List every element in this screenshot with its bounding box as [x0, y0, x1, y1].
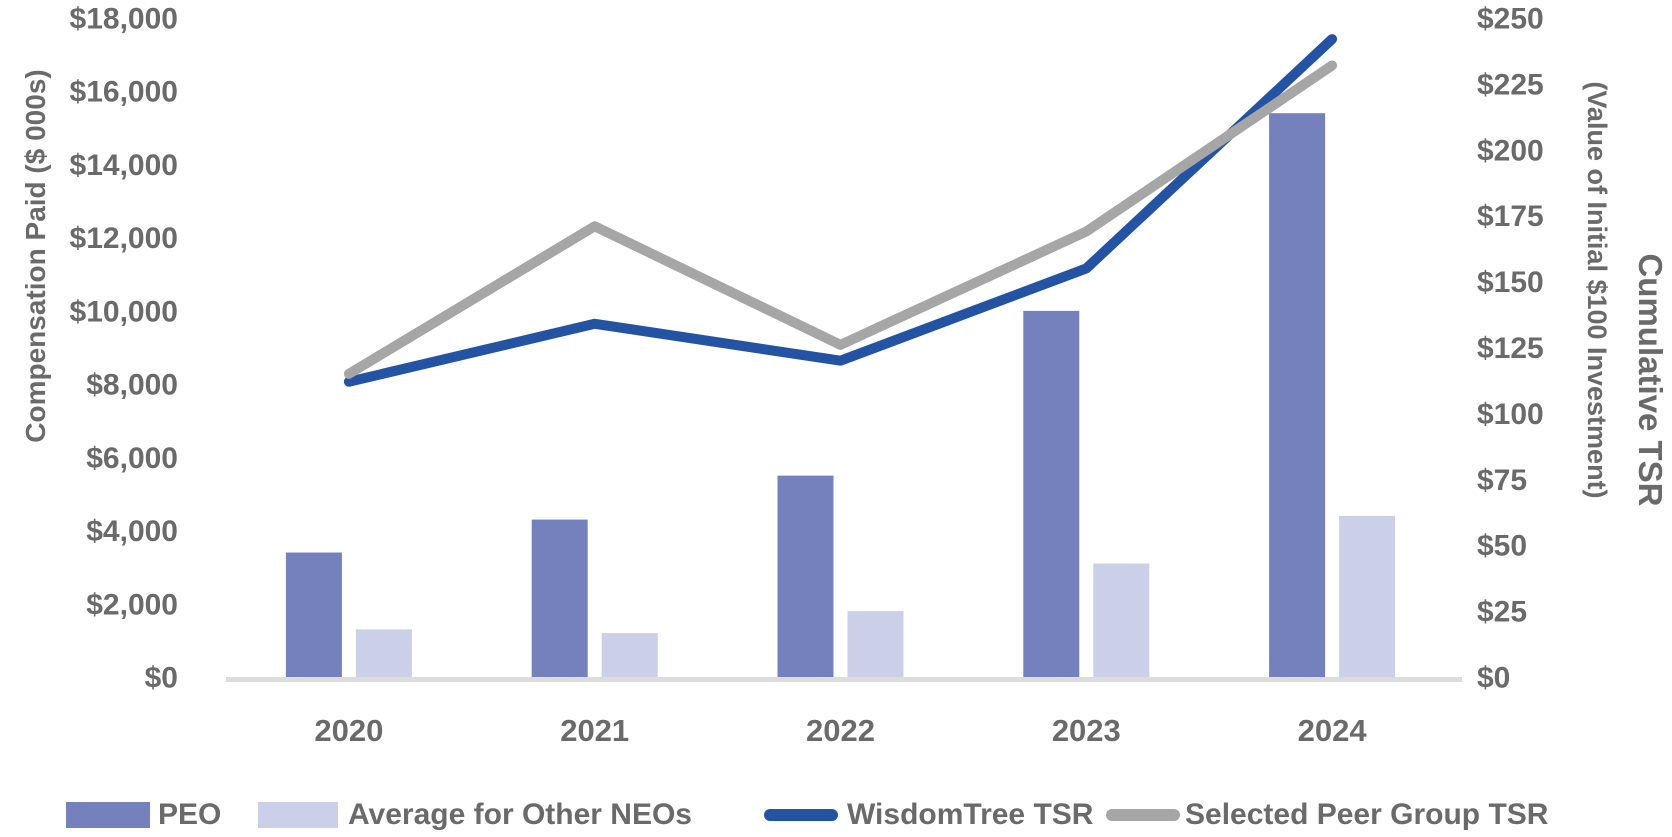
left-tick-label: $2,000 — [86, 588, 178, 621]
left-tick-label: $8,000 — [86, 369, 178, 402]
right-tick-label: $175 — [1477, 200, 1544, 233]
wisdomtree-tsr-line — [343, 34, 1338, 387]
bar-peo-2020 — [285, 552, 342, 677]
legend-label-wisdomtree-tsr: WisdomTree TSR — [847, 798, 1094, 831]
legend-label-peo: PEO — [158, 798, 222, 831]
wisdomtree-line-swatch-icon — [764, 809, 838, 821]
bar-neo-2022 — [847, 611, 904, 677]
x-tick-label: 2021 — [560, 713, 629, 748]
x-axis-line — [226, 677, 1462, 682]
x-tick-label: 2020 — [314, 713, 383, 748]
legend-item-other-neos: Average for Other NEOs — [258, 798, 692, 832]
legend-item-peo: PEO — [66, 798, 221, 832]
x-tick-label: 2022 — [806, 713, 875, 748]
legend-label-other-neos: Average for Other NEOs — [348, 798, 692, 831]
peer-group-tsr-line — [343, 60, 1338, 379]
right-tick-label: $75 — [1477, 464, 1527, 497]
bar-neo-2021 — [601, 633, 658, 677]
peer-line-swatch-icon — [1106, 809, 1180, 821]
left-tick-label: $0 — [145, 662, 178, 695]
right-tick-label: $100 — [1477, 398, 1544, 431]
right-axis-subtitle: (Value of Initial $100 Investment) — [1582, 81, 1612, 499]
right-tick-label: $25 — [1477, 596, 1527, 629]
right-tick-label: $150 — [1477, 266, 1544, 299]
left-tick-label: $12,000 — [70, 222, 178, 255]
right-tick-label: $250 — [1477, 3, 1544, 36]
right-axis-title: Cumulative TSR — [1632, 253, 1669, 507]
bar-peo-2022 — [777, 475, 834, 677]
neo-swatch-icon — [258, 802, 338, 828]
bar-peo-2023 — [1023, 310, 1080, 677]
left-tick-label: $16,000 — [70, 76, 178, 109]
bar-peo-2024 — [1269, 113, 1326, 677]
left-tick-label: $14,000 — [70, 149, 178, 182]
left-tick-label: $10,000 — [70, 295, 178, 328]
right-tick-label: $125 — [1477, 332, 1544, 365]
x-tick-label: 2024 — [1298, 713, 1368, 748]
peo-swatch-icon — [66, 802, 150, 828]
legend-label-peer-group-tsr: Selected Peer Group TSR — [1185, 798, 1549, 831]
right-tick-label: $225 — [1477, 68, 1544, 101]
legend-item-peer-group-tsr: Selected Peer Group TSR — [1106, 798, 1548, 832]
bar-peo-2021 — [531, 519, 588, 677]
x-tick-label: 2023 — [1052, 713, 1121, 748]
bar-neo-2023 — [1093, 563, 1150, 677]
legend-item-wisdomtree-tsr: WisdomTree TSR — [764, 798, 1093, 832]
left-tick-label: $6,000 — [86, 442, 178, 475]
right-tick-label: $200 — [1477, 134, 1544, 167]
bar-neo-2024 — [1339, 515, 1396, 677]
left-axis-title: Compensation Paid ($ 000s) — [20, 69, 51, 443]
bar-neo-2020 — [355, 629, 412, 677]
left-tick-label: $18,000 — [70, 3, 178, 36]
right-tick-label: $0 — [1477, 662, 1510, 695]
left-tick-label: $4,000 — [86, 515, 178, 548]
right-tick-label: $50 — [1477, 530, 1527, 563]
